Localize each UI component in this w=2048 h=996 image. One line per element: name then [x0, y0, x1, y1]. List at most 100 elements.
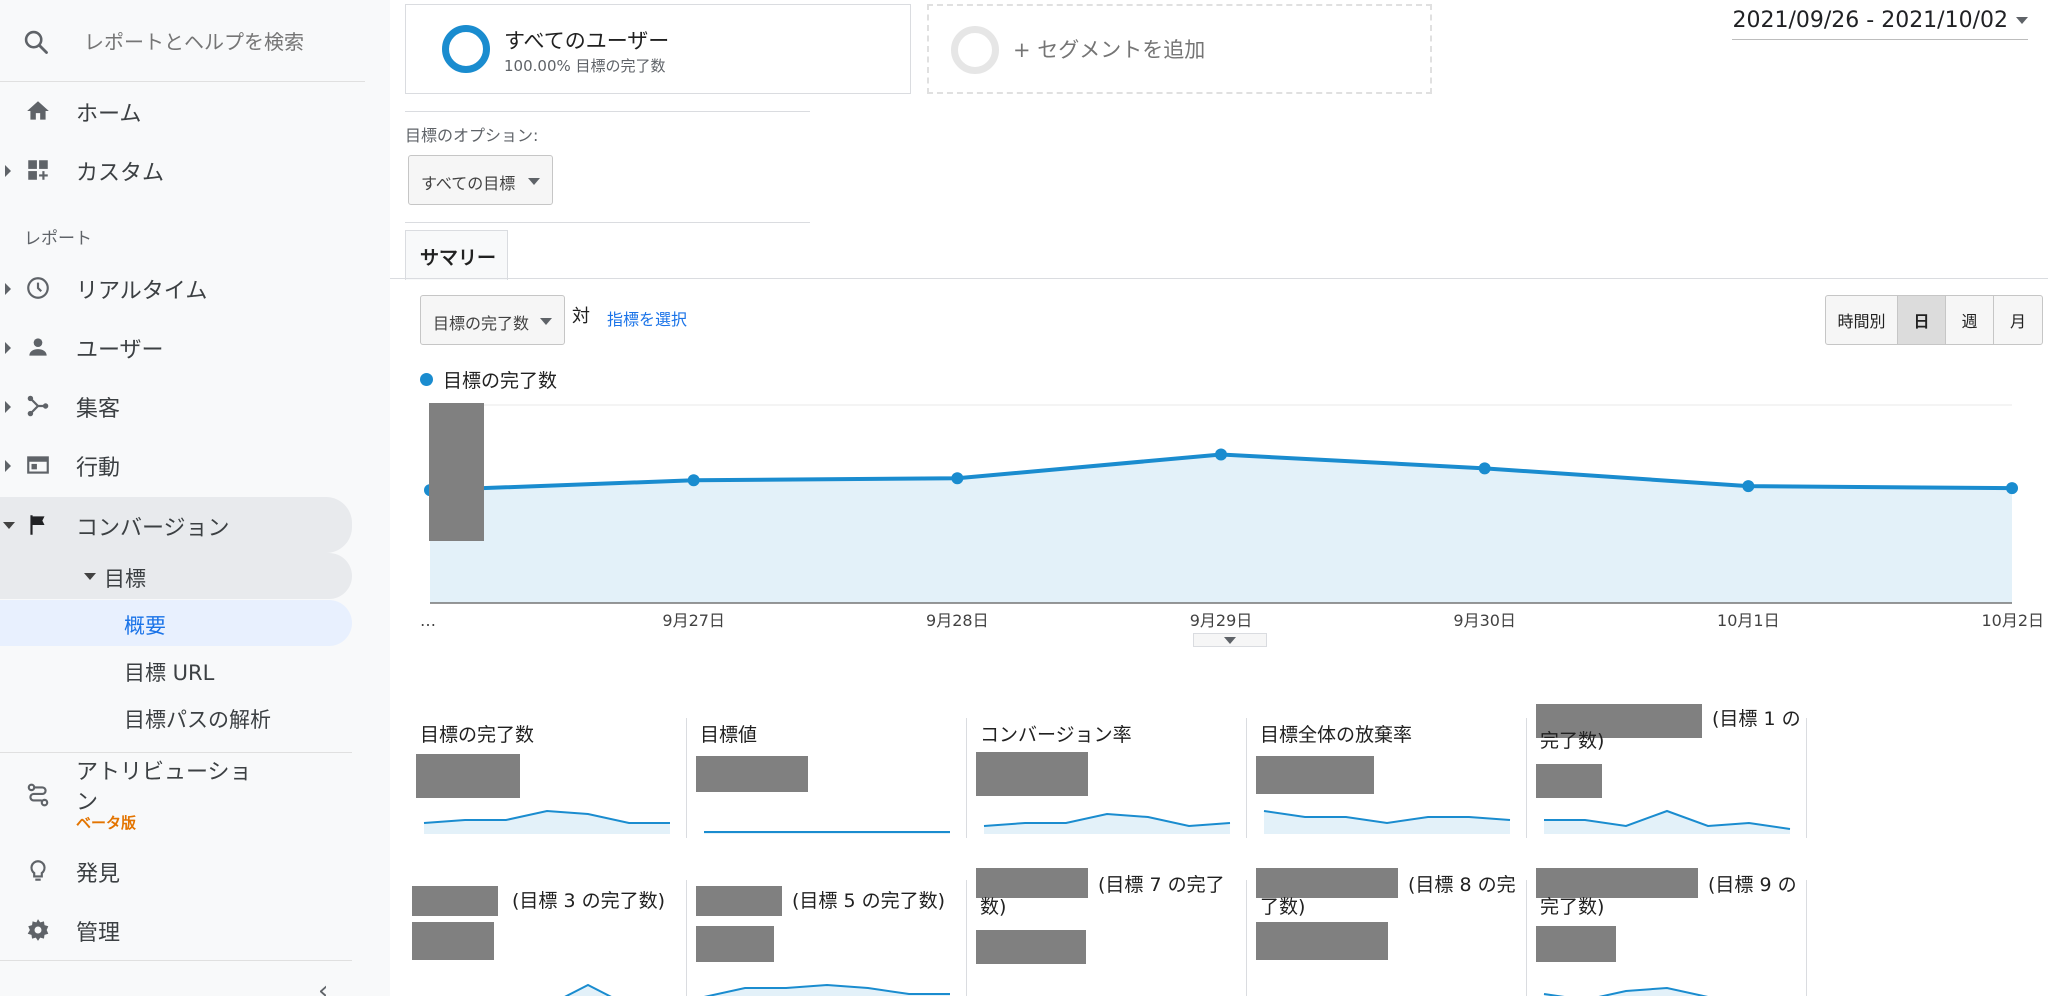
chevron-down-icon[interactable] [84, 573, 96, 580]
nav-label: ホーム [76, 102, 142, 127]
nav-item-discover[interactable]: 発見 [0, 846, 352, 896]
attribution-icon [25, 782, 51, 808]
nav-item-conversions[interactable]: コンバージョン [0, 497, 352, 553]
nav-label: ユーザー [76, 338, 164, 363]
date-range-text: 2021/09/26 - 2021/10/02 [1732, 8, 2008, 33]
metric-tile-title: (目標 3 の完了数) [512, 890, 665, 912]
period-hourly-button[interactable]: 時間別 [1826, 296, 1898, 344]
nav-item-admin[interactable]: 管理 [0, 905, 352, 955]
nav-label: 目標 URL [124, 661, 215, 685]
nav-label: 概要 [124, 614, 166, 638]
metric-tile[interactable]: 目標の完了数 [412, 714, 694, 864]
metric-select[interactable]: 目標の完了数 [420, 295, 565, 345]
nav-item-custom[interactable]: カスタム [0, 145, 352, 195]
period-day-button[interactable]: 日 [1898, 296, 1946, 344]
chevron-down-icon[interactable] [3, 522, 15, 529]
metric-tile[interactable]: コンバージョン率 [972, 714, 1254, 864]
sparkline-line [564, 983, 612, 996]
chevron-right-icon[interactable] [5, 401, 11, 413]
metric-tile-title: (目標 5 の完了数) [792, 890, 945, 912]
segment-all-users[interactable]: すべてのユーザー 100.00% 目標の完了数 [405, 4, 911, 94]
nav-item-behavior[interactable]: 行動 [0, 440, 352, 490]
sparkline [1544, 809, 1791, 834]
redacted-goal-name [976, 868, 1088, 898]
redacted-goal-name [1536, 868, 1698, 898]
nav-item-attribution[interactable]: アトリビューショ ン [0, 752, 352, 834]
metric-tile-title: 目標全体の放棄率 [1260, 724, 1413, 746]
chart-legend: 目標の完了数 [420, 366, 557, 393]
sparkline-line [1263, 810, 1511, 825]
chevron-right-icon[interactable] [5, 165, 11, 177]
sparkline-line [1544, 809, 1791, 830]
add-segment-button[interactable]: + セグメントを追加 [927, 4, 1432, 94]
period-week-button[interactable]: 週 [1946, 296, 1994, 344]
nav-label: 集客 [76, 397, 121, 422]
data-point[interactable] [951, 472, 964, 485]
sidebar: レポートとヘルプを検索 ホーム カスタム レポート リアルタイム [0, 0, 390, 996]
add-segment-label: + セグメントを追加 [1013, 38, 1206, 62]
person-icon [25, 334, 51, 360]
chevron-right-icon[interactable] [5, 342, 11, 354]
sparkline-area [1264, 811, 1510, 834]
nav-item-reverse-goal-path[interactable]: 目標パスの解析 [0, 694, 352, 740]
nav-item-goals-overview[interactable]: 概要 [0, 600, 352, 646]
sparkline-line [703, 983, 950, 996]
metric-tile[interactable]: 目標値 [692, 714, 974, 864]
sparkline [423, 809, 670, 834]
redacted-metric-value [1256, 922, 1388, 960]
chevron-right-icon[interactable] [5, 460, 11, 472]
period-month-button[interactable]: 月 [2009, 312, 2026, 331]
nav-item-acquisition[interactable]: 集客 [0, 381, 352, 431]
search-bar[interactable]: レポートとヘルプを検索 [0, 0, 365, 82]
tab-summary[interactable]: サマリー [405, 230, 508, 280]
redacted-metric-value [1536, 764, 1602, 798]
date-range-picker[interactable]: 2021/09/26 - 2021/10/02 [1732, 8, 2028, 40]
goal-options-select[interactable]: すべての目標 [408, 155, 553, 205]
sidebar-divider [0, 960, 352, 961]
metric-tile[interactable]: (目標 7 の完了数) [972, 868, 1254, 996]
data-point[interactable] [1478, 462, 1491, 475]
series-area [430, 454, 2012, 603]
data-point[interactable] [2006, 482, 2018, 495]
metric-tile[interactable]: (目標 3 の完了数) [412, 882, 694, 996]
chart-collapse-toggle[interactable] [1193, 633, 1267, 647]
metric-tile[interactable]: (目標 5 の完了数) [692, 882, 974, 996]
data-point[interactable] [1742, 480, 1755, 493]
nav-item-home[interactable]: ホーム [0, 86, 352, 136]
sparkline-area [1544, 811, 1790, 834]
data-point[interactable] [687, 474, 700, 487]
goal-options-value: すべての目標 [421, 174, 516, 193]
versus-label: 対 [572, 306, 590, 327]
nav-item-goal-urls[interactable]: 目標 URL [0, 647, 352, 693]
select-metric-link[interactable]: 指標を選択 [607, 310, 688, 329]
metric-tile-title: 目標値 [700, 724, 758, 746]
metric-tile[interactable]: 目標全体の放棄率 [1252, 714, 1534, 864]
redacted-goal-name [1536, 704, 1702, 738]
metric-tile[interactable]: (目標 9 の完了数) [1532, 868, 1814, 996]
metric-tile[interactable]: (目標 8 の完了数) [1252, 868, 1534, 996]
behavior-icon [25, 452, 51, 478]
data-point[interactable] [1215, 448, 1227, 461]
home-icon [25, 98, 51, 124]
search-icon[interactable] [22, 28, 50, 60]
nav-item-realtime[interactable]: リアルタイム [0, 263, 352, 313]
lightbulb-icon [25, 858, 51, 884]
collapse-sidebar-icon[interactable]: ‹ [318, 976, 329, 996]
divider [405, 111, 810, 112]
legend-label: 目標の完了数 [443, 370, 558, 392]
tile-separator [1246, 880, 1247, 996]
goal-options-label: 目標のオプション: [405, 126, 539, 145]
sparkline [1543, 986, 1790, 996]
chevron-right-icon[interactable] [5, 283, 11, 295]
metric-tile[interactable]: (目標 1 の完了数) [1532, 704, 1814, 864]
redacted-goal-name [696, 886, 782, 916]
nav-item-goals[interactable]: 目標 [0, 553, 352, 599]
tile-separator [1526, 718, 1527, 838]
metric-tile-title: (目標 1 の完了数) [1540, 708, 1801, 752]
nav-item-users[interactable]: ユーザー [0, 322, 352, 372]
tab-label: サマリー [420, 247, 497, 269]
legend-dot [420, 373, 433, 386]
redacted-metric-value [696, 756, 808, 792]
gear-icon [25, 917, 51, 943]
redacted-metric-value [976, 752, 1088, 796]
